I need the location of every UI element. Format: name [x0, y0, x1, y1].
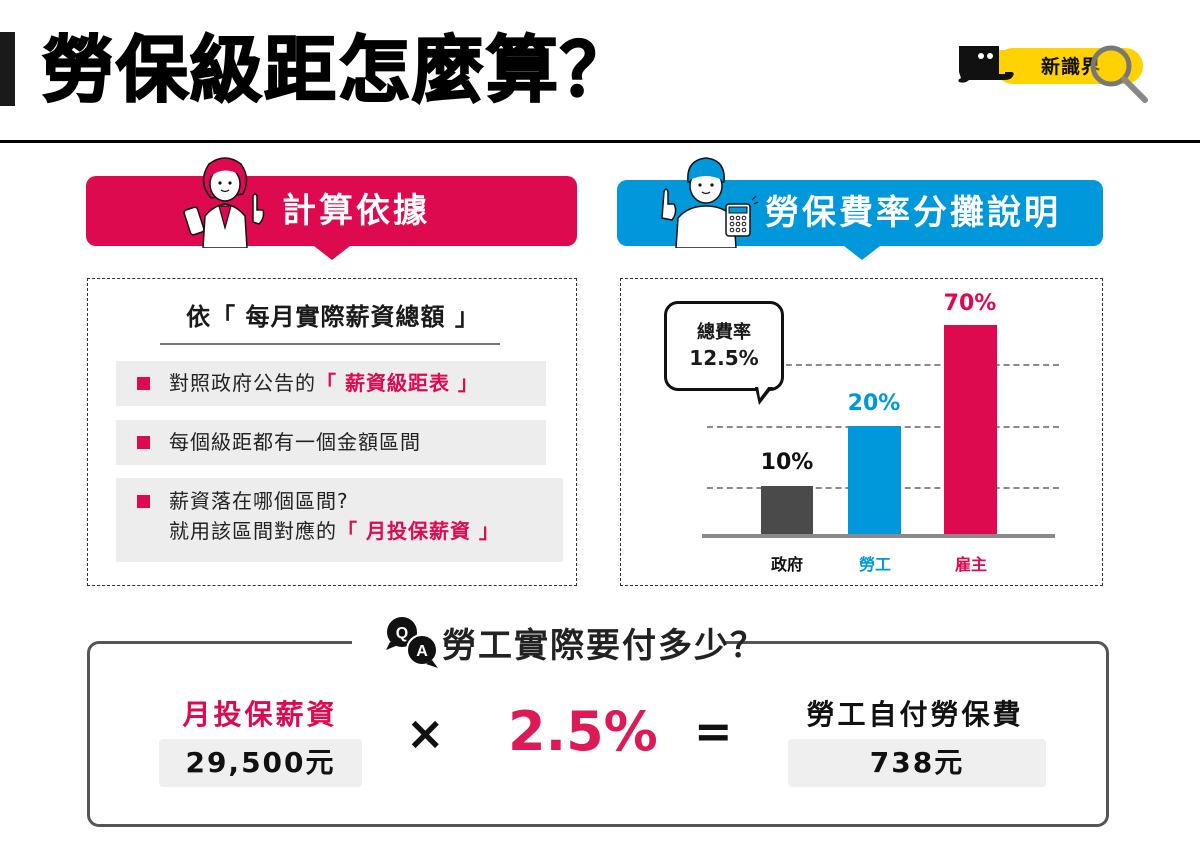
bar-government — [761, 486, 813, 536]
category-worker: 勞工 — [858, 555, 891, 574]
category-employer: 雇主 — [954, 555, 987, 574]
total-rate-bubble: 總費率 12.5% — [664, 301, 784, 391]
total-rate-value: 12.5% — [689, 346, 759, 370]
logo-pill — [995, 48, 1143, 84]
page-title: 勞保級距怎麼算？ — [41, 27, 635, 113]
equals-sign: = — [694, 704, 733, 758]
gridline — [707, 364, 1059, 366]
insured-salary-value: 29,500元 — [159, 739, 362, 787]
woman-pointing-icon — [183, 157, 265, 248]
svg-text:Q: Q — [396, 625, 408, 642]
mascot-icon — [958, 46, 1014, 83]
worker-premium-label: 勞工自付勞保費 — [806, 698, 1024, 731]
square-bullet-icon — [137, 495, 150, 508]
bullet-text-line2: 就用該區間對應的 — [169, 519, 337, 543]
title-accent-bar — [0, 32, 15, 106]
basis-underline — [160, 343, 500, 345]
magnifier-icon — [1090, 45, 1148, 103]
square-bullet-icon — [137, 377, 150, 390]
bullet-highlight: 「 薪資級距表 」 — [316, 371, 479, 395]
bullet-highlight: 「 月投保薪資 」 — [337, 519, 500, 543]
qa-header: Q A 勞工實際要付多少？ — [352, 612, 764, 672]
svg-text:A: A — [416, 643, 428, 660]
bullet-item: 對照政府公告的「 薪資級距表 」 — [116, 361, 546, 406]
rate-split-chart: 10% 20% 70% 政府 勞工 雇主 總費率 12.5% — [620, 278, 1103, 586]
bar-employer — [944, 325, 997, 536]
bullet-text-line1: 薪資落在哪個區間? — [169, 489, 349, 513]
insured-salary-label: 月投保薪資 — [182, 698, 338, 731]
basis-title: 依「 每月實際薪資總額 」 — [186, 303, 480, 331]
arrow-down-icon — [314, 246, 350, 260]
total-rate-label: 總費率 — [697, 322, 751, 343]
calc-basis-panel: 依「 每月實際薪資總額 」 對照政府公告的「 薪資級距表 」 每個級距都有一個金… — [87, 278, 577, 586]
bullet-text: 對照政府公告的 — [169, 371, 316, 395]
category-government: 政府 — [770, 555, 803, 574]
arrow-down-icon — [844, 246, 880, 260]
qa-title: 勞工實際要付多少？ — [442, 626, 766, 666]
header-divider — [0, 140, 1200, 143]
bubble-tail-fill — [758, 386, 769, 398]
x-axis — [702, 534, 1055, 538]
bullet-item: 薪資落在哪個區間? 就用該區間對應的「 月投保薪資 」 — [116, 478, 563, 562]
bar-value-government: 10% — [760, 450, 814, 475]
calc-basis-heading: 計算依據 — [282, 191, 430, 231]
worker-premium-value: 738元 — [788, 739, 1046, 787]
worker-rate: 2.5% — [508, 700, 658, 763]
bar-worker — [848, 426, 901, 536]
square-bullet-icon — [137, 436, 150, 449]
bullet-item: 每個級距都有一個金額區間 — [116, 420, 546, 465]
bar-value-employer: 70% — [943, 291, 997, 316]
rate-split-heading: 勞保費率分攤說明 — [765, 193, 1061, 233]
qa-chat-icon: Q A — [386, 617, 438, 668]
bar-value-worker: 20% — [847, 391, 901, 416]
brand-logo: 新識界 — [955, 42, 1155, 106]
multiply-sign: × — [406, 706, 445, 760]
calc-basis-header: 計算依據 — [86, 176, 577, 246]
logo-text: 新識界 — [1041, 56, 1102, 78]
bullet-text: 每個級距都有一個金額區間 — [169, 430, 421, 454]
man-calculator-icon — [661, 157, 759, 248]
